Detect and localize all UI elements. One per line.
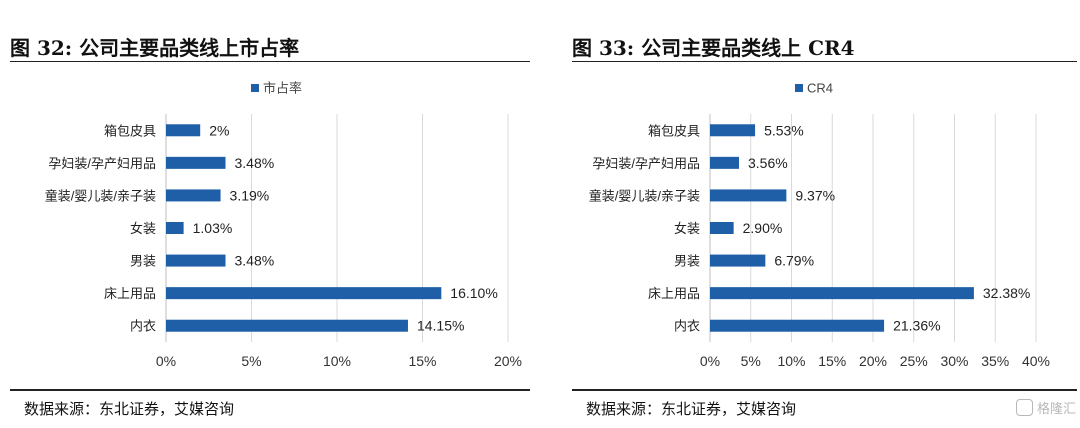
x-tick-label: 35% <box>981 353 1009 369</box>
source-rule <box>572 389 1077 391</box>
category-label: 床上用品 <box>648 286 700 301</box>
source-rule <box>10 389 530 391</box>
bar <box>166 124 201 137</box>
x-tick-label: 0% <box>156 353 176 369</box>
category-label: 女装 <box>674 221 700 236</box>
bar <box>166 319 408 332</box>
x-tick-label: 10% <box>777 353 805 369</box>
x-tick-label: 15% <box>818 353 846 369</box>
bar <box>166 287 442 300</box>
data-label: 1.03% <box>193 220 233 236</box>
x-tick-label: 0% <box>700 353 720 369</box>
x-tick-label: 5% <box>241 353 261 369</box>
x-tick-label: 40% <box>1022 353 1050 369</box>
chart-title: 图 32: 公司主要品类线上市占率 <box>10 36 300 60</box>
data-label: 3.19% <box>230 187 270 203</box>
bar <box>710 287 974 300</box>
bar-chart-market-share: 市占率 0% 5% 10% 15% 20% 箱包皮具 2% 孕妇装/孕产妇用品 3.48% 童装/婴… <box>45 81 522 370</box>
legend-swatch <box>251 84 259 92</box>
category-label: 童装/婴儿装/亲子装 <box>589 188 700 203</box>
x-tick-label: 30% <box>940 353 968 369</box>
category-label: 内衣 <box>130 319 156 334</box>
data-label: 5.53% <box>764 122 804 138</box>
bar <box>166 222 184 234</box>
data-label: 9.37% <box>795 187 835 203</box>
legend-swatch <box>795 84 803 92</box>
data-label: 3.48% <box>235 155 275 171</box>
data-label: 14.15% <box>417 318 464 334</box>
data-label: 6.79% <box>774 253 814 269</box>
data-label: 2.90% <box>743 220 783 236</box>
bar <box>710 254 766 267</box>
source-note: 数据来源：东北证券，艾媒咨询 <box>586 400 797 418</box>
category-label: 女装 <box>130 221 156 236</box>
x-tick-label: 15% <box>408 353 436 369</box>
bar <box>710 319 885 332</box>
bar <box>166 254 226 267</box>
title-rule <box>572 61 1077 62</box>
x-tick-label: 5% <box>741 353 761 369</box>
data-label: 3.48% <box>235 253 275 269</box>
watermark-text: 格隆汇 <box>1036 402 1076 417</box>
data-label: 2% <box>209 122 229 138</box>
category-label: 孕妇装/孕产妇用品 <box>592 156 700 171</box>
bar-chart-cr4: CR4 0% 5% 10% 15% 20% 25% 30% 35% 40% 箱包皮具 5.53% 孕妇装… <box>589 81 1050 370</box>
legend-label: CR4 <box>807 81 833 96</box>
chart-panel-cr4: 图 33: 公司主要品类线上 CR4 CR4 0% 5% 10% 15% 20% 25% 30… <box>572 0 1077 428</box>
watermark-logo-icon <box>1015 399 1033 416</box>
watermark: 格隆汇 <box>1015 398 1076 417</box>
category-label: 床上用品 <box>104 286 156 301</box>
x-tick-label: 20% <box>494 353 522 369</box>
legend-label: 市占率 <box>263 81 302 96</box>
data-label: 3.56% <box>748 155 788 171</box>
category-label: 孕妇装/孕产妇用品 <box>48 156 156 171</box>
x-tick-label: 25% <box>900 353 928 369</box>
bar <box>166 156 226 169</box>
category-label: 童装/婴儿装/亲子装 <box>45 188 156 203</box>
data-label: 32.38% <box>983 285 1030 301</box>
chart-panel-market-share: 图 32: 公司主要品类线上市占率 市占率 0% 5% 10% 15% 20% 箱包皮具 2%… <box>10 0 530 428</box>
chart-title: 图 33: 公司主要品类线上 CR4 <box>572 36 855 60</box>
category-label: 内衣 <box>674 319 700 334</box>
category-label: 箱包皮具 <box>104 123 156 138</box>
x-tick-label: 20% <box>859 353 887 369</box>
bar <box>710 222 734 234</box>
category-label: 箱包皮具 <box>648 123 700 138</box>
source-note: 数据来源：东北证券，艾媒咨询 <box>24 400 235 418</box>
category-label: 男装 <box>130 254 156 269</box>
category-label: 男装 <box>674 254 700 269</box>
title-rule <box>10 61 530 62</box>
bar <box>710 156 740 169</box>
bar <box>710 124 756 137</box>
data-label: 16.10% <box>450 285 497 301</box>
data-label: 21.36% <box>893 318 940 334</box>
x-tick-label: 10% <box>323 353 351 369</box>
bar <box>710 189 787 202</box>
bar <box>166 189 221 202</box>
